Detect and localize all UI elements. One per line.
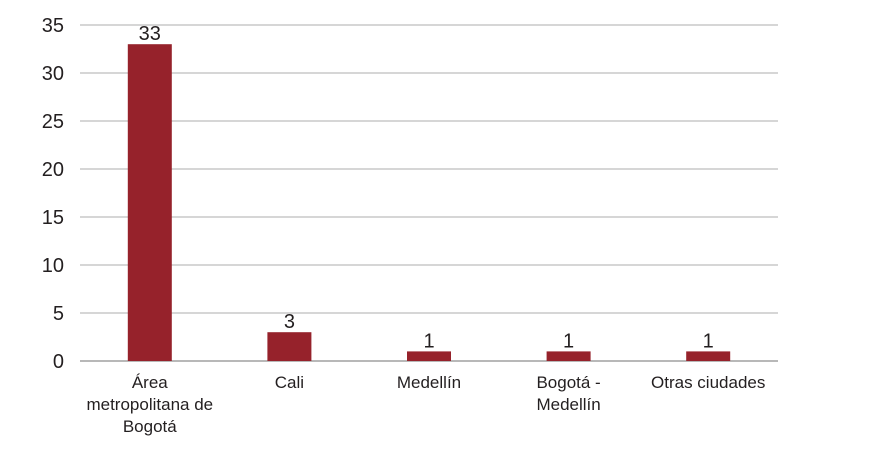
y-tick-label: 20 xyxy=(42,159,64,181)
gridlines xyxy=(80,24,778,362)
data-label: 1 xyxy=(423,330,434,352)
bar xyxy=(546,351,591,361)
y-tick-label: 15 xyxy=(42,207,64,229)
bar xyxy=(127,44,172,361)
bars xyxy=(127,44,731,361)
x-tick-label: Área metropolitana de Bogotá xyxy=(86,373,213,436)
x-tick-label: Otras ciudades xyxy=(651,373,765,392)
x-tick-label: Cali xyxy=(275,373,304,392)
data-label: 1 xyxy=(703,330,714,352)
data-label: 33 xyxy=(139,23,161,45)
y-tick-label: 10 xyxy=(42,255,64,277)
y-tick-label: 5 xyxy=(53,303,64,325)
y-tick-label: 25 xyxy=(42,111,64,133)
x-tick-label: Medellín xyxy=(397,373,461,392)
bar xyxy=(686,351,731,361)
y-tick-label: 0 xyxy=(53,351,64,373)
bar xyxy=(267,332,312,361)
x-tick-label: Bogotá -Medellín xyxy=(536,373,600,414)
y-tick-label: 35 xyxy=(42,15,64,37)
x-axis-labels: Área metropolitana de Bogotá Cali Medellín Bo… xyxy=(86,373,765,436)
bar xyxy=(407,351,451,361)
data-label: 3 xyxy=(284,311,295,333)
y-axis-ticks: 0 5 10 15 20 25 30 35 xyxy=(42,15,64,373)
data-label: 1 xyxy=(563,330,574,352)
y-tick-label: 30 xyxy=(42,63,64,85)
